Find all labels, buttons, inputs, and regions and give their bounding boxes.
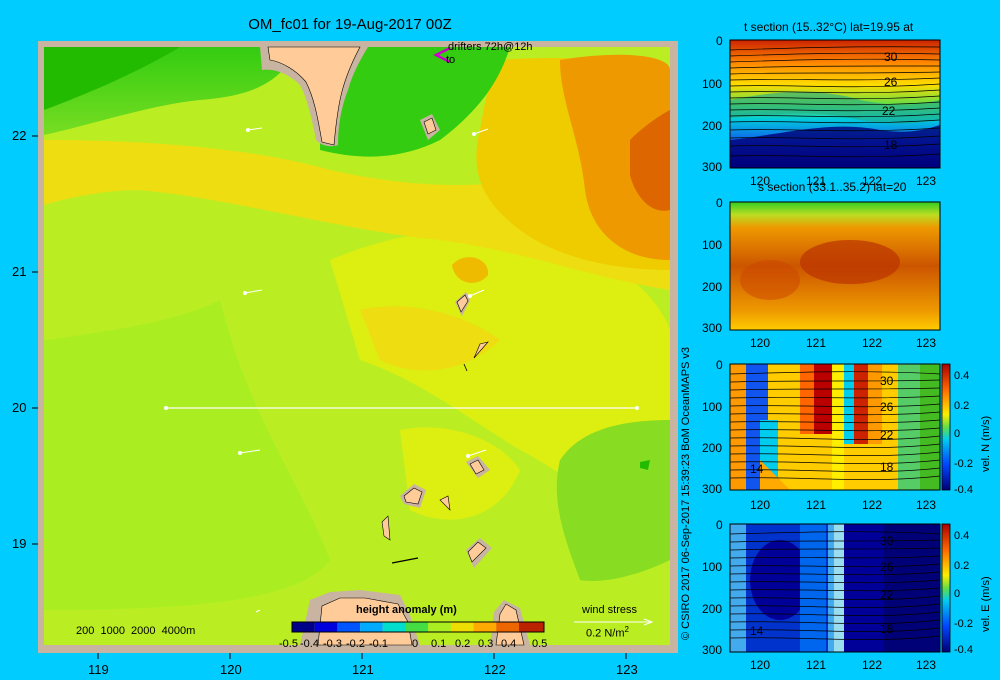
depth-tick: 200 xyxy=(702,119,723,133)
depth-tick: 300 xyxy=(702,482,723,496)
depth-tick: 200 xyxy=(702,602,723,616)
colorbar-tick: -0.2 xyxy=(954,458,973,470)
contour-label: 26 xyxy=(880,400,894,414)
drifter-arrow-icon xyxy=(433,46,451,64)
depth-tick: 300 xyxy=(702,643,723,657)
lon-tick: 122 xyxy=(862,336,883,350)
contour-label: 26 xyxy=(880,560,894,574)
wind-stress-label: wind stress xyxy=(582,604,638,616)
depth-tick: 100 xyxy=(702,77,723,91)
lon-tick: 121 xyxy=(352,662,374,677)
depth-tick: 200 xyxy=(702,441,723,455)
depth-tick: 300 xyxy=(702,160,723,174)
lon-tick: 121 xyxy=(806,658,827,672)
contour-label: 22 xyxy=(880,588,894,602)
lon-tick: 123 xyxy=(916,336,937,350)
lon-tick: 120 xyxy=(750,658,771,672)
lon-tick: 123 xyxy=(916,174,937,188)
colorbar-tick: 0 xyxy=(954,588,961,600)
depth-tick: 100 xyxy=(702,238,723,252)
lon-tick: 120 xyxy=(750,498,771,512)
drifters-label: drifters 72h@12h xyxy=(448,41,533,53)
lon-tick: 119 xyxy=(88,662,109,677)
lon-tick: 123 xyxy=(916,658,937,672)
lon-tick: 122 xyxy=(862,174,883,188)
colorbar-tick: -0.4 xyxy=(954,644,973,656)
colorbar-tick: -0.2 xyxy=(954,618,973,630)
colorbar-label: vel. E (m/s) xyxy=(980,576,992,632)
contour-label: 14 xyxy=(750,624,764,638)
lon-tick: 123 xyxy=(916,498,937,512)
vel-n-section-panel xyxy=(729,363,951,491)
salinity-section-panel xyxy=(729,201,941,331)
main-map[interactable] xyxy=(0,0,700,680)
depth-tick: 0 xyxy=(716,358,723,372)
lat-tick: 20 xyxy=(12,400,27,415)
colorbar-title: height anomaly (m) xyxy=(356,604,457,616)
depth-tick: 100 xyxy=(702,560,723,574)
contour-label: 30 xyxy=(880,374,894,388)
lon-tick: 123 xyxy=(616,662,638,677)
lon-tick: 122 xyxy=(484,662,506,677)
drifters-to-label: to xyxy=(446,54,456,66)
credit-text: © CSIRO 2017 06-Sep-2017 15:39:23 BoM Oc… xyxy=(680,346,692,640)
contour-label: 22 xyxy=(882,104,896,118)
wind-stress-arrows xyxy=(238,127,489,613)
contour-label: 18 xyxy=(880,460,894,474)
colorbar-tick: 0.4 xyxy=(954,370,970,382)
lon-tick: 120 xyxy=(750,174,771,188)
vel-e-section-panel xyxy=(729,523,951,653)
depth-tick: 0 xyxy=(716,34,723,48)
depth-tick: 0 xyxy=(716,196,723,210)
contour-label: 30 xyxy=(880,534,894,548)
contour-label: 14 xyxy=(750,462,764,476)
colorbar-label: vel. N (m/s) xyxy=(980,415,992,472)
lon-tick: 121 xyxy=(806,498,827,512)
contour-label: 18 xyxy=(884,138,898,152)
depth-legend: 200 1000 2000 4000m xyxy=(76,625,196,637)
lat-tick: 22 xyxy=(12,128,27,143)
lon-tick: 122 xyxy=(862,498,883,512)
contour-label: 18 xyxy=(880,622,894,636)
colorbar-tick: 0.2 xyxy=(954,560,970,572)
colorbar-tick: 0.2 xyxy=(954,400,970,412)
lon-tick: 120 xyxy=(750,336,771,350)
section-panels xyxy=(729,39,951,653)
temperature-section-panel xyxy=(729,39,941,169)
panel-title: s section (33.1..35.2) lat=20 xyxy=(758,180,907,194)
lon-tick: 121 xyxy=(806,174,827,188)
contour-label: 22 xyxy=(880,428,894,442)
lat-tick: 19 xyxy=(12,536,27,551)
depth-tick: 0 xyxy=(716,518,723,532)
colorbar-tick: -0.4 xyxy=(954,484,973,496)
lat-tick: 21 xyxy=(12,264,27,279)
height-anomaly-colorbar xyxy=(291,621,545,633)
panel-title: t section (15..32°C) lat=19.95 at xyxy=(744,20,914,34)
contour-label: 30 xyxy=(884,50,898,64)
depth-tick: 100 xyxy=(702,400,723,414)
lon-tick: 122 xyxy=(862,658,883,672)
colorbar-tick: 0.4 xyxy=(954,530,970,542)
depth-tick: 300 xyxy=(702,321,723,335)
lon-tick: 121 xyxy=(806,336,827,350)
contour-label: 26 xyxy=(884,75,898,89)
wind-scale-label: 0.2 N/m2 xyxy=(586,625,629,640)
lon-tick: 120 xyxy=(220,662,242,677)
colorbar-ticks: -0.5 -0.4 -0.3 -0.2 -0.1 0 0.1 0.2 0.3 0… xyxy=(279,638,548,650)
colorbar-tick: 0 xyxy=(954,428,961,440)
map-title: OM_fc01 for 19-Aug-2017 00Z xyxy=(248,16,452,33)
depth-tick: 200 xyxy=(702,280,723,294)
